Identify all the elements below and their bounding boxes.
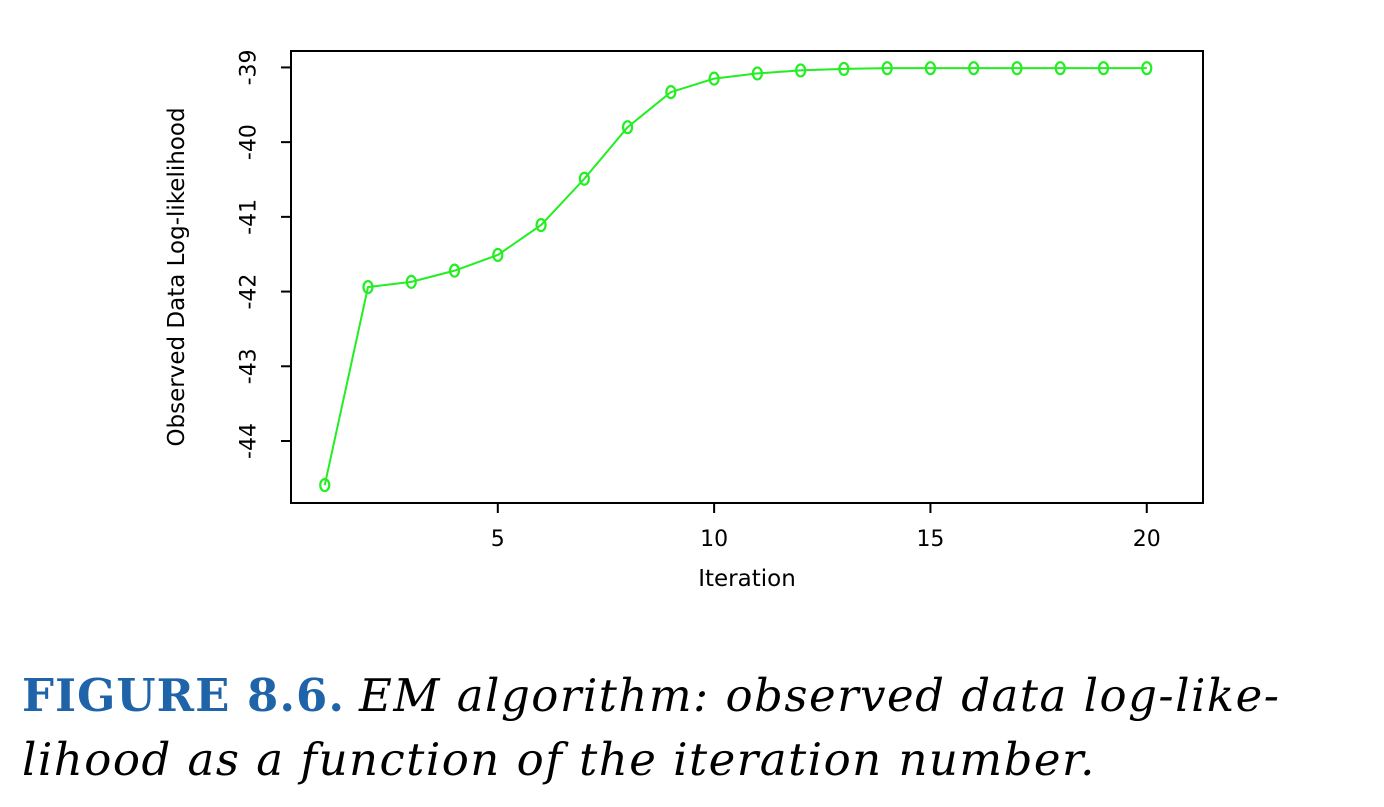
data-point-12 — [795, 63, 807, 78]
plot-frame — [290, 50, 1204, 504]
data-point-4 — [448, 263, 461, 278]
data-point-1 — [319, 477, 331, 493]
figure-caption: FIGURE 8.6. EM algorithm: observed data l… — [22, 664, 1362, 792]
y-axis: -44 -43 -42 -41 -40 -39 — [237, 49, 291, 459]
data-point-7 — [578, 171, 590, 186]
y-tick-label-1: -43 — [237, 348, 262, 384]
data-point-8 — [621, 120, 634, 135]
data-point-20 — [1141, 61, 1153, 76]
caption-text-line-2: lihood as a function of the iteration nu… — [22, 733, 1096, 786]
x-tick-label-0: 5 — [491, 527, 505, 552]
data-point-11 — [751, 66, 763, 81]
caption-line-1: FIGURE 8.6. EM algorithm: observed data l… — [22, 664, 1362, 728]
y-tick-label-3: -41 — [237, 199, 262, 235]
data-point-18 — [1054, 61, 1066, 76]
data-point-19 — [1097, 61, 1110, 76]
x-axis-title: Iteration — [698, 566, 796, 592]
data-point-2 — [362, 279, 374, 295]
series-line-0 — [323, 67, 1147, 486]
caption-text-line-1: EM algorithm: observed data log-like- — [359, 669, 1281, 722]
data-point-10 — [708, 71, 720, 86]
data-point-13 — [838, 61, 850, 77]
data-point-16 — [968, 61, 980, 76]
chart: 5 10 15 20 -44 -43 -42 -41 -40 -39 Iteration Obs… — [164, 49, 1204, 592]
y-tick-label-4: -40 — [237, 124, 262, 160]
x-tick-label-2: 15 — [916, 527, 944, 552]
data-point-5 — [492, 247, 504, 263]
x-tick-label-3: 20 — [1133, 527, 1161, 552]
data-point-17 — [1011, 61, 1023, 76]
y-tick-label-5: -39 — [237, 49, 262, 85]
series-layer — [319, 61, 1153, 493]
data-point-9 — [665, 84, 677, 100]
data-point-3 — [405, 274, 417, 289]
caption-line-2: lihood as a function of the iteration nu… — [22, 728, 1362, 792]
caption-label: FIGURE 8.6. — [22, 669, 345, 722]
data-point-6 — [535, 217, 547, 233]
data-point-15 — [924, 61, 937, 76]
y-axis-title: Observed Data Log-likelihood — [164, 107, 190, 446]
y-tick-label-0: -44 — [237, 423, 262, 459]
y-tick-label-2: -42 — [237, 274, 262, 310]
x-axis: 5 10 15 20 — [491, 503, 1161, 552]
x-tick-label-1: 10 — [700, 527, 728, 552]
data-point-14 — [881, 61, 893, 76]
